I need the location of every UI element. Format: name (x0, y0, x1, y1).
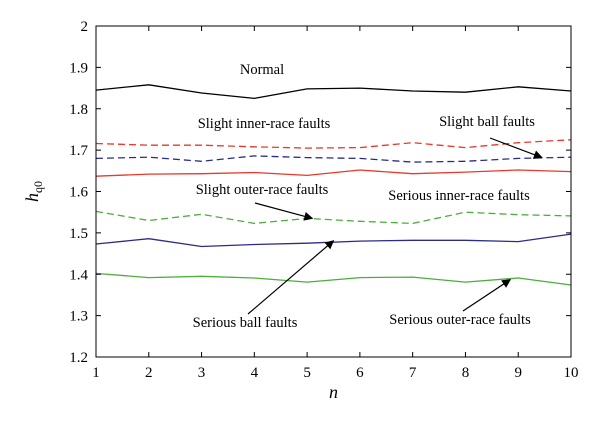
y-axis-title: hq0 (22, 181, 45, 202)
y-tick-label: 1.8 (69, 102, 88, 118)
annotation-slight-ball: Slight ball faults (439, 114, 535, 130)
y-tick-label: 1.2 (69, 350, 88, 366)
series-line-7 (95, 272, 572, 286)
series-line-1 (95, 84, 572, 100)
annotation-slight-inner: Slight inner-race faults (198, 116, 331, 132)
y-tick-label: 1.6 (69, 185, 88, 201)
y-tick-label: 1.7 (69, 143, 88, 159)
y-axis-title-subscript: q0 (31, 181, 45, 193)
y-tick-label: 1.3 (69, 309, 88, 325)
series-line-2 (95, 139, 572, 149)
y-axis-title-main: h (22, 193, 42, 202)
x-tick-label: 9 (514, 365, 522, 381)
series-line-4 (95, 169, 572, 177)
annotations: Normal Slight inner-race faults Slight bal… (193, 62, 543, 331)
series-line-6 (95, 233, 572, 248)
series-line-3 (95, 155, 572, 163)
x-tick-label: 1 (92, 365, 100, 381)
series-line-5 (95, 210, 572, 225)
annotation-serious-inner: Serious inner-race faults (388, 188, 530, 204)
annotation-slight-outer: Slight outer-race faults (196, 182, 329, 198)
x-tick-label: 7 (409, 365, 417, 381)
annotation-serious-outer: Serious outer-race faults (389, 312, 531, 328)
x-tick-label: 8 (462, 365, 470, 381)
axis-ticks: 1 2 3 4 5 6 7 8 9 10 1.2 1.3 1.4 1.5 1.6 1.7 1.8 1.9 2 (69, 19, 578, 381)
x-tick-label: 10 (564, 365, 579, 381)
annotation-arrow-slight-outer (254, 202, 314, 221)
annotation-normal: Normal (240, 62, 284, 78)
y-tick-label: 2 (81, 19, 89, 35)
annotation-arrow-slight-ball (489, 137, 543, 159)
x-tick-label: 5 (303, 365, 311, 381)
y-tick-label: 1.9 (69, 60, 88, 76)
y-tick-label: 1.4 (69, 267, 88, 283)
x-tick-label: 2 (145, 365, 153, 381)
y-tick-label: 1.5 (69, 226, 88, 242)
annotation-arrow-serious-ball (247, 240, 335, 315)
x-tick-label: 4 (251, 365, 259, 381)
annotation-arrow-serious-outer (462, 279, 512, 312)
x-axis-title: n (329, 382, 338, 402)
x-tick-label: 6 (356, 365, 364, 381)
x-tick-label: 3 (198, 365, 206, 381)
annotation-serious-ball: Serious ball faults (193, 315, 298, 331)
